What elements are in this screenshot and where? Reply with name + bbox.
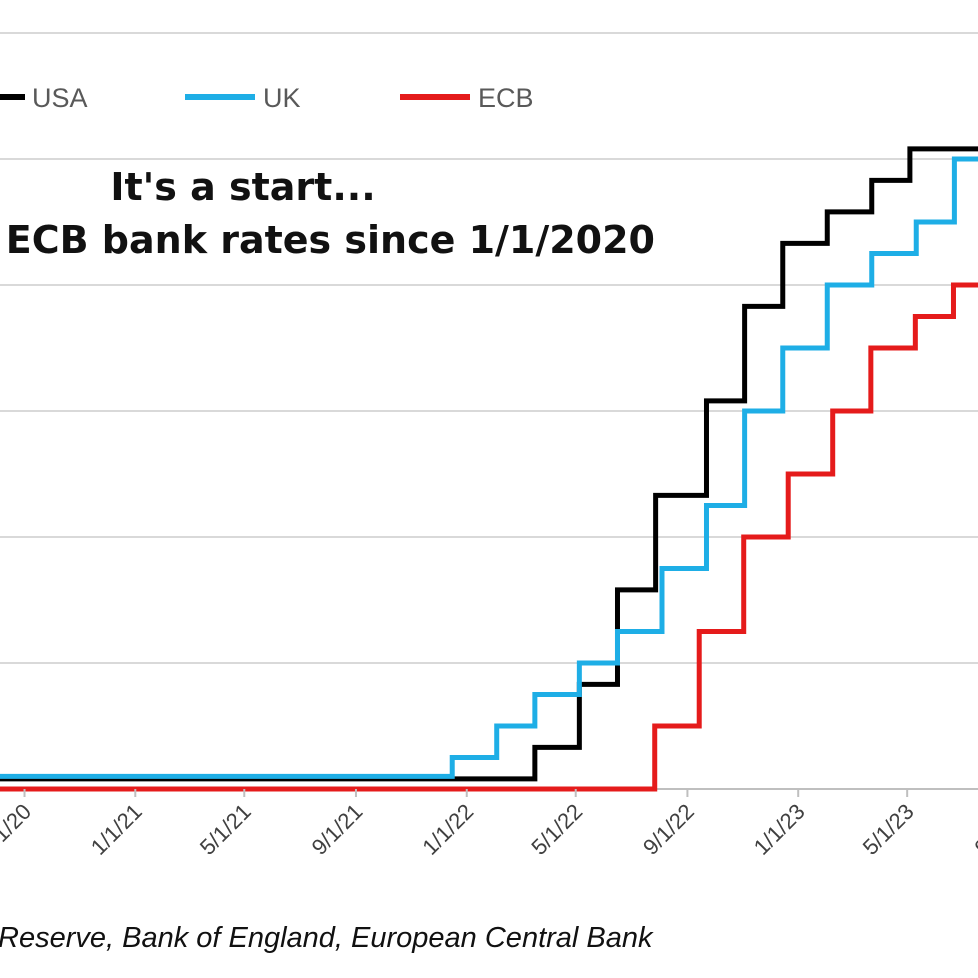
- legend-item: UK: [185, 83, 301, 113]
- source-note: Reserve, Bank of England, European Centr…: [0, 922, 654, 954]
- x-tick-label: 9/1/20: [0, 799, 36, 860]
- legend-item: USA: [0, 83, 88, 113]
- x-axis: 9/1/20 1/1/21 5/1/21 9/1/21 1/1/22 5/1/22 9/1/…: [0, 789, 978, 860]
- x-tick-label: 5/1/22: [526, 799, 587, 860]
- x-tick-label: 1/1/22: [417, 799, 478, 860]
- x-tick-label: 5/1/21: [195, 799, 256, 860]
- x-tick-label: 9/1/22: [638, 799, 699, 860]
- x-tick-label: 5/1/23: [858, 799, 919, 860]
- legend-label: UK: [263, 83, 301, 113]
- legend-label: USA: [32, 83, 88, 113]
- plot-area: [0, 146, 978, 792]
- x-tick-label: 9/1/21: [307, 799, 368, 860]
- chart-title: It's a start...: [110, 165, 375, 209]
- x-tick-label: 1/1/23: [749, 799, 810, 860]
- series-line: [0, 146, 978, 782]
- x-tick-label: 1/1/21: [86, 799, 147, 860]
- legend-label: ECB: [478, 83, 534, 113]
- legend: USA UK ECB: [0, 83, 534, 113]
- x-tick-label: 9/1/23: [969, 799, 978, 860]
- legend-item: ECB: [400, 83, 534, 113]
- chart-title: and ECB bank rates since 1/1/2020: [0, 218, 655, 262]
- grid: [0, 32, 978, 790]
- series-line: [0, 156, 978, 779]
- series-line: [0, 282, 978, 792]
